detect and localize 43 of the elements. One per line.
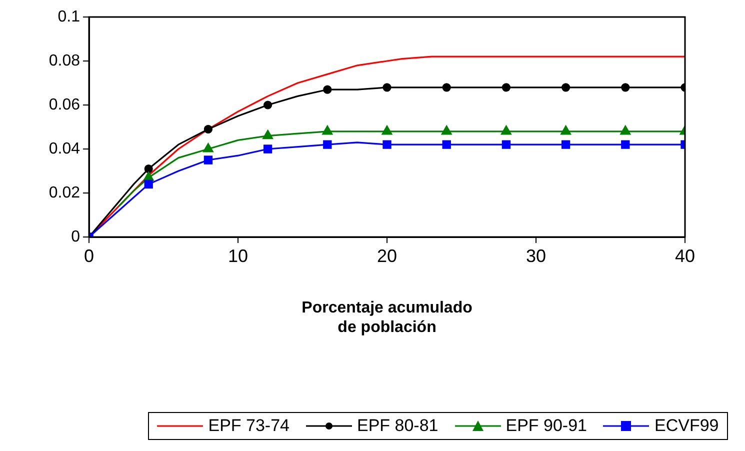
point	[144, 180, 153, 189]
point	[561, 140, 570, 149]
point	[382, 126, 392, 135]
y-tick-label: 0.06	[48, 96, 80, 114]
point	[322, 126, 333, 135]
y-tick-label: 0.08	[48, 52, 80, 70]
x-tick-label: 40	[674, 246, 696, 266]
legend-label: ECVF99	[654, 416, 719, 436]
point	[203, 143, 214, 152]
point	[621, 83, 630, 92]
y-tick-label: 0	[71, 228, 80, 246]
x-axis-title: Porcentaje acumulado de población	[302, 300, 473, 336]
x-tick-label: 20	[376, 246, 398, 266]
point	[442, 140, 451, 149]
point	[264, 100, 272, 110]
point	[263, 144, 272, 154]
point	[501, 126, 512, 135]
legend-label: EPF 90-91	[506, 416, 587, 436]
point	[382, 140, 392, 149]
point	[562, 83, 570, 92]
y-tick-label: 0.02	[48, 184, 80, 202]
point	[620, 126, 631, 135]
point	[502, 83, 510, 92]
point	[143, 172, 154, 181]
x-tick-label: 30	[526, 246, 546, 266]
point	[323, 85, 332, 94]
x-tick-label: 10	[228, 246, 248, 266]
point	[621, 140, 630, 149]
point	[204, 156, 213, 164]
point	[144, 164, 153, 174]
point	[323, 140, 332, 149]
y-tick-label: 0.04	[48, 140, 80, 158]
legend-label: EPF 73-74	[208, 416, 290, 436]
point	[441, 126, 452, 135]
point	[502, 140, 511, 149]
point	[204, 124, 212, 134]
point	[262, 130, 273, 140]
legend-label: EPF 80-81	[356, 416, 438, 436]
x-tick-label: 0	[84, 246, 94, 266]
point	[442, 83, 451, 92]
y-tick-label: 0.1	[58, 8, 80, 26]
point	[382, 83, 392, 92]
point	[560, 126, 571, 135]
